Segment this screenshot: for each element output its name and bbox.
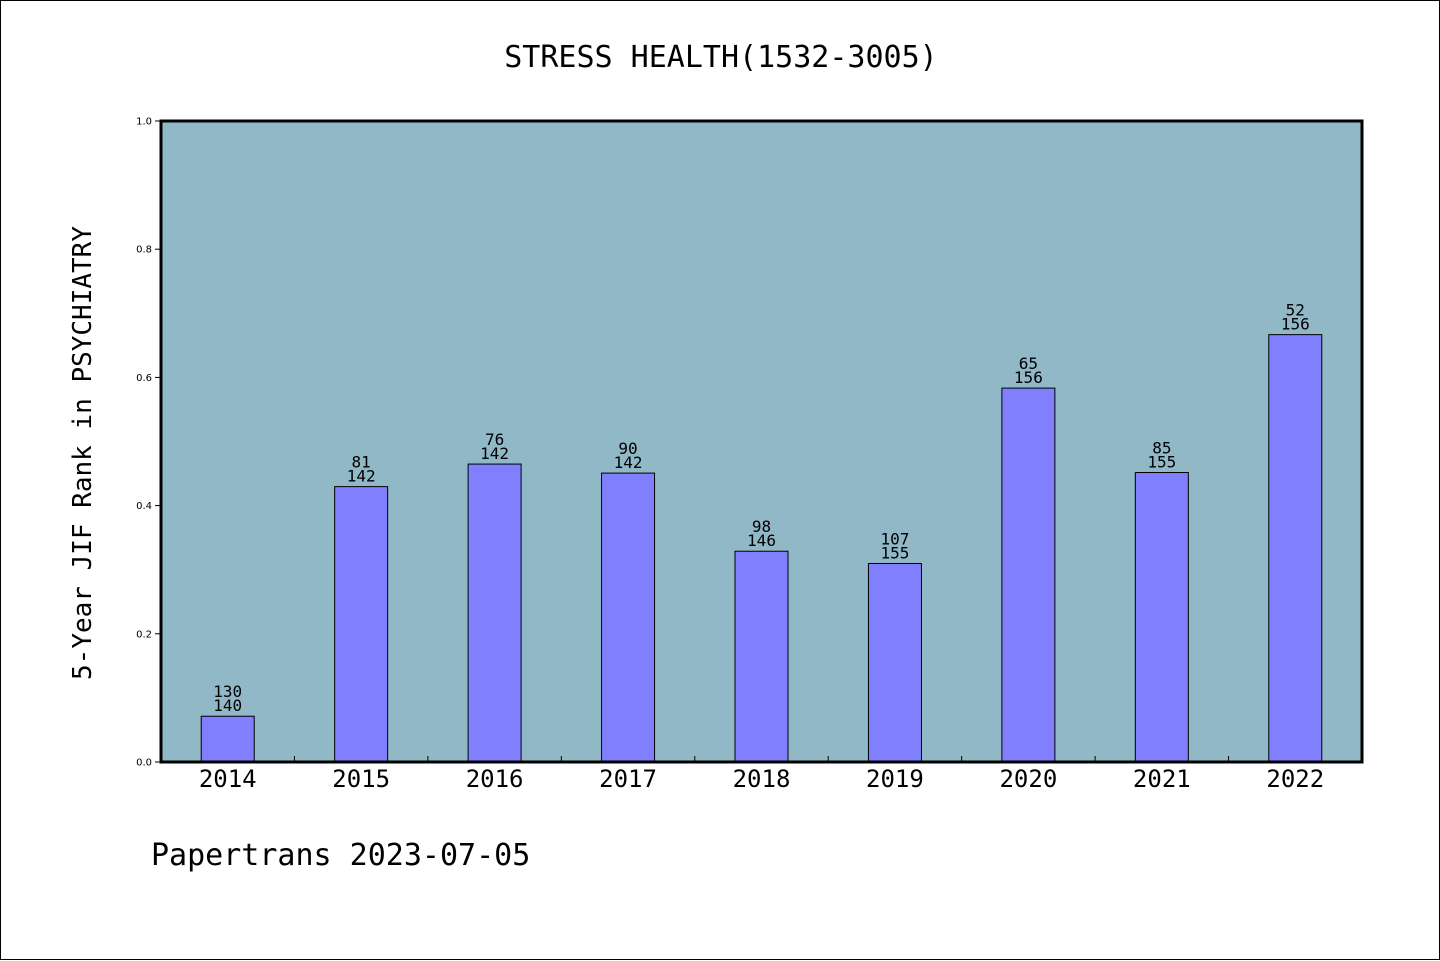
- bar-2020: [1001, 387, 1056, 763]
- bar-total-label: 156: [1281, 315, 1310, 334]
- y-tick-label: 0.2: [136, 629, 152, 640]
- x-tick-label: 2019: [866, 765, 924, 793]
- bar-2014: [200, 715, 255, 763]
- bar-total-label: 142: [614, 453, 643, 472]
- chart-title: STRESS HEALTH(1532-3005): [504, 40, 937, 75]
- bars-layer: [200, 334, 1323, 763]
- bar-2018: [734, 550, 789, 763]
- x-tick-label: 2020: [999, 765, 1057, 793]
- y-tick-label: 0.8: [136, 245, 152, 256]
- bar-2019: [867, 562, 922, 763]
- axis-ticks-layer: 2014 2015 2016 2017 2018 2019 2020 2021 2022 0.0 0…: [136, 117, 1324, 794]
- x-tick-label: 2015: [332, 765, 390, 793]
- bar-total-label: 146: [747, 531, 776, 550]
- bar-total-label: 155: [880, 543, 909, 562]
- bar-2015: [334, 486, 389, 763]
- bar-rank-label: 130: [213, 682, 242, 701]
- bar-rank-label: 81: [352, 453, 371, 472]
- bar-rank-label: 65: [1019, 354, 1038, 373]
- bar-2021: [1134, 472, 1189, 763]
- y-tick-label: 1.0: [136, 117, 152, 128]
- x-tick-label: 2021: [1133, 765, 1191, 793]
- bar-total-label: 140: [213, 696, 242, 715]
- bar-rank-label: 85: [1152, 439, 1171, 458]
- bar-2022: [1268, 334, 1323, 763]
- y-axis-label: 5-Year JIF Rank in PSYCHIATRY: [68, 226, 98, 680]
- footer-watermark: Papertrans 2023-07-05: [151, 838, 530, 873]
- bar-total-label: 142: [347, 467, 376, 486]
- x-tick-label: 2016: [466, 765, 524, 793]
- bar-rank-label: 52: [1286, 301, 1305, 320]
- plot-frame: [159, 119, 1364, 764]
- bar-total-label: 156: [1014, 368, 1043, 387]
- bar-total-label: 155: [1147, 453, 1176, 472]
- bar-total-label: 142: [480, 444, 509, 463]
- y-tick-label: 0.0: [136, 758, 152, 769]
- bar-2017: [601, 472, 656, 763]
- bar-rank-label: 107: [880, 529, 909, 548]
- x-tick-label: 2017: [599, 765, 657, 793]
- y-tick-label: 0.4: [136, 501, 152, 512]
- x-tick-label: 2018: [733, 765, 791, 793]
- bar-rank-label: 90: [618, 439, 637, 458]
- x-tick-label: 2022: [1266, 765, 1324, 793]
- x-tick-label: 2014: [199, 765, 257, 793]
- bar-rank-label: 98: [752, 517, 771, 536]
- y-tick-label: 0.6: [136, 373, 152, 384]
- bar-2016: [467, 463, 522, 763]
- bar-rank-label: 76: [485, 430, 504, 449]
